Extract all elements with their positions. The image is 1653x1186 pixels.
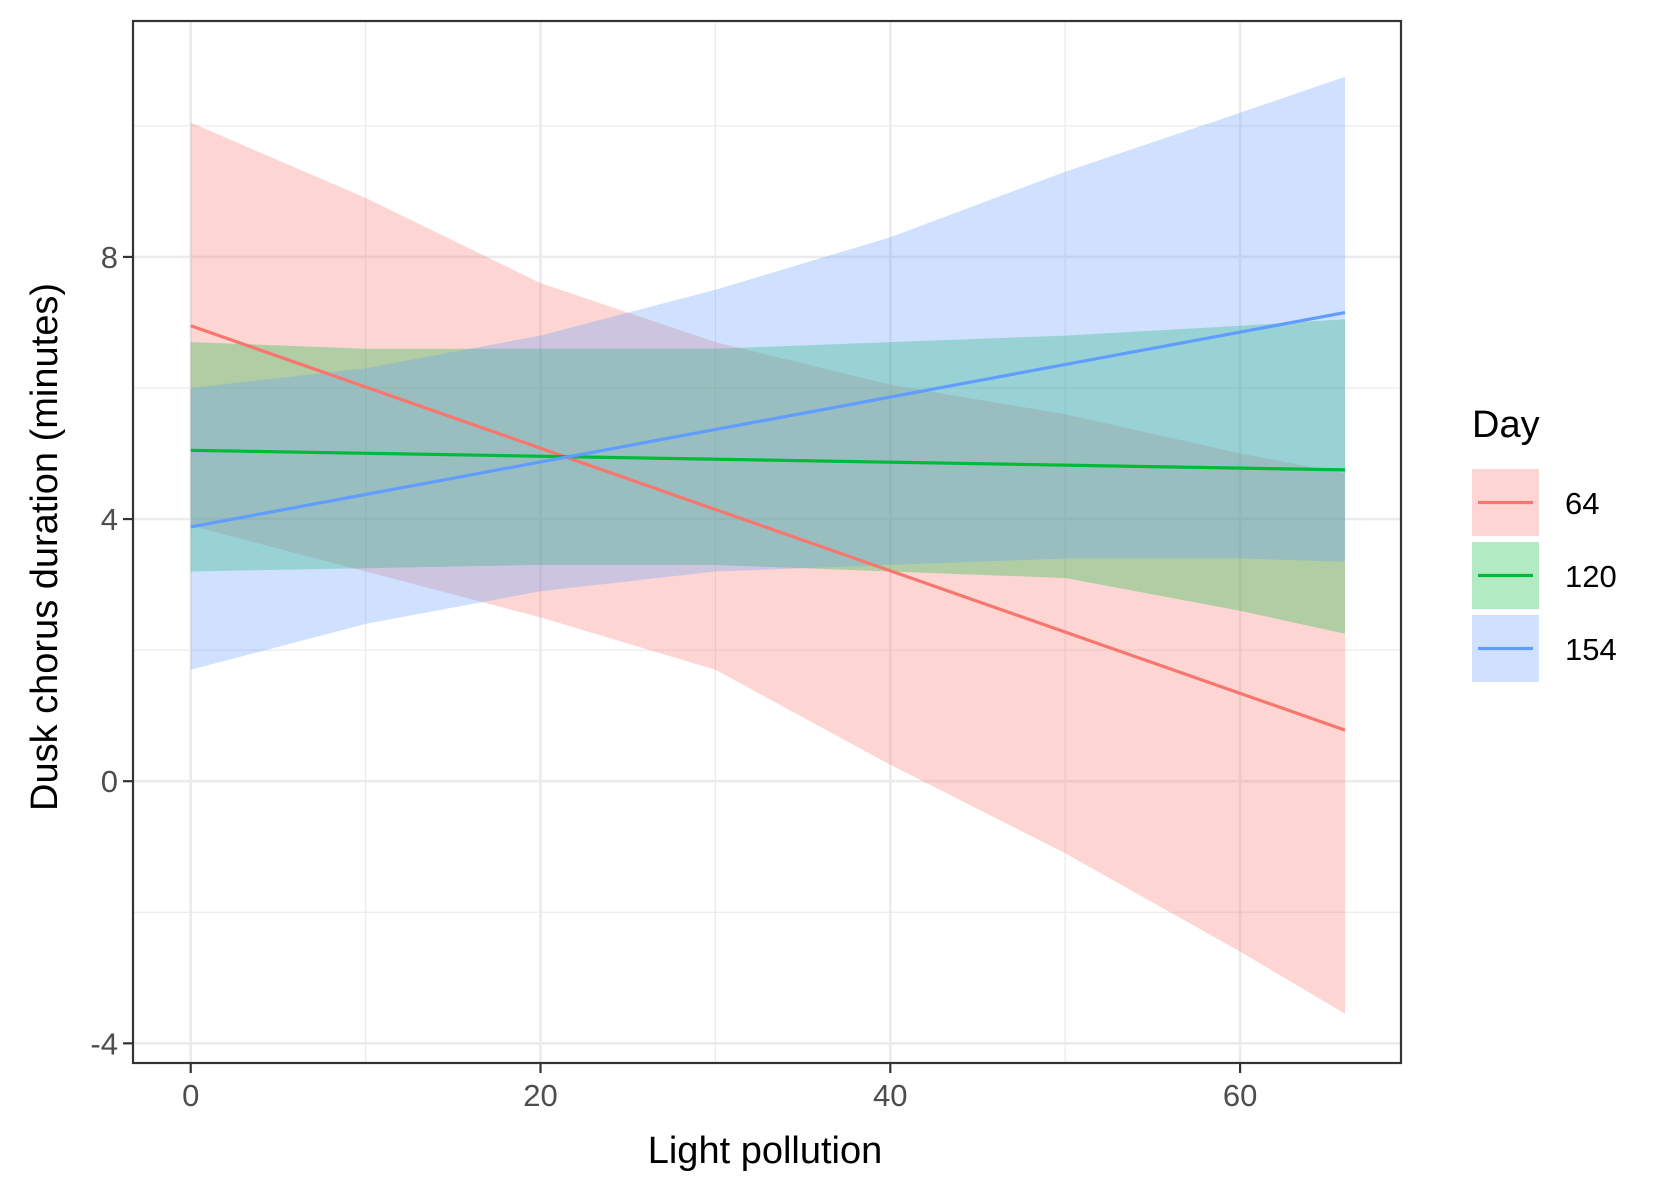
- y-axis: -4 0 4 8: [90, 240, 133, 1061]
- panel-border: [131, 19, 1403, 1065]
- plot-panel: [133, 21, 1401, 1063]
- panel-fill: [133, 21, 1401, 1063]
- legend-label-120: 120: [1565, 559, 1617, 594]
- x-tick-label: 0: [182, 1078, 199, 1113]
- y-tick-label: 4: [101, 502, 118, 537]
- legend-title: Day: [1472, 404, 1540, 446]
- x-axis-label: Light pollution: [648, 1130, 883, 1172]
- x-axis: 0 20 40 60: [182, 1063, 1257, 1113]
- line-series-64: [190, 324, 1346, 732]
- ribbon-series-154: [190, 76, 1346, 670]
- confidence-ribbons: [190, 76, 1346, 1014]
- series-lines: [190, 311, 1346, 732]
- x-tick-label: 20: [523, 1078, 557, 1113]
- line-series-154: [190, 311, 1346, 529]
- x-tick-label: 40: [873, 1078, 907, 1113]
- ribbon-series-120: [190, 319, 1346, 634]
- y-tick-label: 8: [101, 240, 118, 275]
- legend-label-64: 64: [1565, 486, 1599, 521]
- legend: Day 64 120 154: [1472, 404, 1617, 682]
- y-tick-label: -4: [90, 1026, 118, 1061]
- plot-frame: [131, 19, 1403, 1065]
- major-gridlines: [133, 21, 1401, 1063]
- y-axis-label: Dusk chorus duration (minutes): [24, 283, 66, 811]
- line-series-120: [190, 448, 1346, 472]
- x-tick-label: 60: [1223, 1078, 1257, 1113]
- ribbon-series-64: [190, 122, 1346, 1014]
- legend-label-154: 154: [1565, 632, 1617, 667]
- y-tick-label: 0: [101, 764, 118, 799]
- minor-gridlines: [133, 21, 1401, 1063]
